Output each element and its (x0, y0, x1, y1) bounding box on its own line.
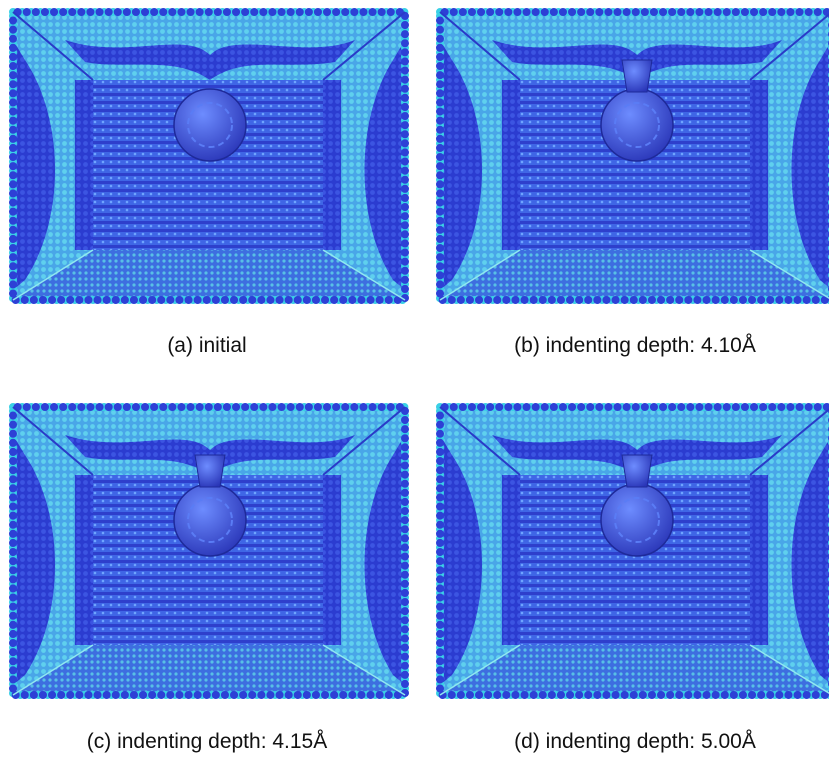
panel-b: (b) indenting depth: 4.10Å (440, 12, 829, 357)
figure: (a) initial (b) indenting depth: 4.10Å (… (0, 0, 829, 767)
indent-neck (622, 455, 652, 487)
simulation-image (440, 407, 829, 695)
caption: (b) indenting depth: 4.10Å (514, 334, 756, 357)
panel-a: (a) initial (13, 12, 405, 357)
simulation-image (13, 407, 405, 695)
caption: (a) initial (167, 334, 246, 357)
caption: (d) indenting depth: 5.00Å (514, 730, 756, 753)
indent-neck (622, 60, 652, 92)
panel-d: (d) indenting depth: 5.00Å (440, 407, 829, 753)
panel-c: (c) indenting depth: 4.15Å (13, 407, 405, 753)
simulation-image (13, 12, 405, 300)
caption: (c) indenting depth: 4.15Å (87, 730, 328, 753)
indent-neck (195, 455, 225, 487)
simulation-image (440, 12, 829, 300)
